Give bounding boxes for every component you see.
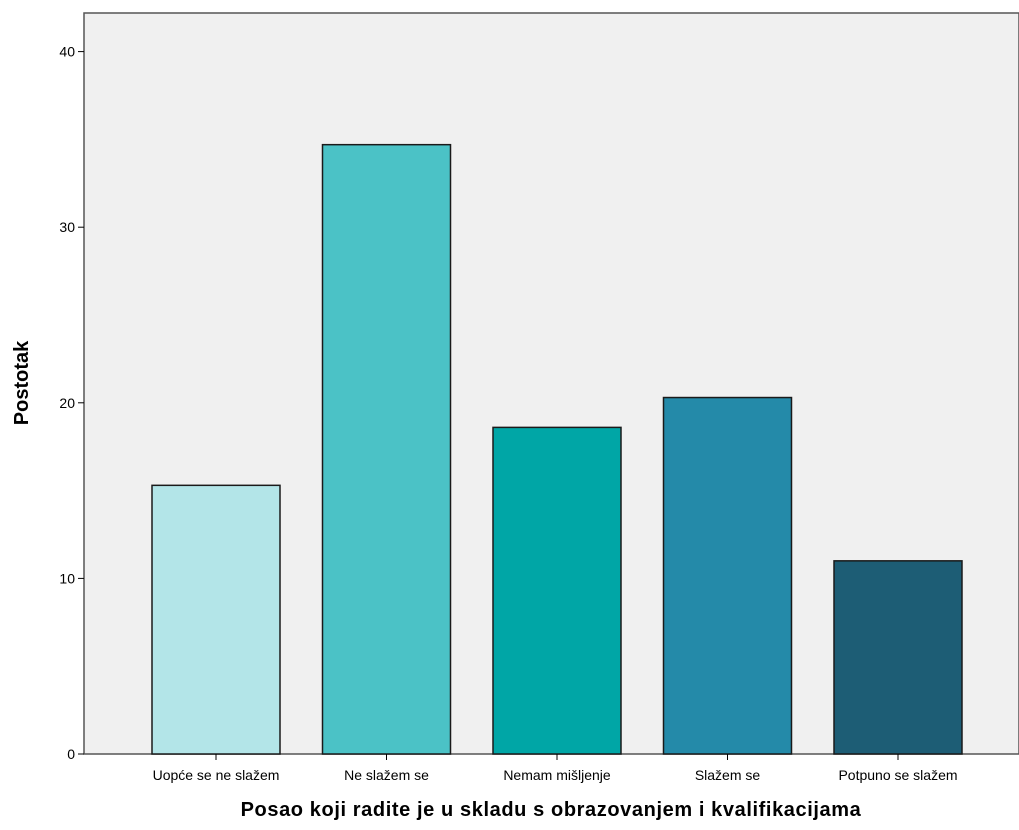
- x-axis: Uopće se ne slažem Ne slažem se Nemam mišl…: [153, 754, 958, 783]
- bars-group: [151, 143, 963, 755]
- bar: [833, 560, 963, 755]
- bar: [492, 426, 622, 755]
- y-tick-label: 40: [59, 44, 75, 60]
- y-axis: 0 10 20 30 40: [59, 44, 84, 762]
- x-axis-title: Posao koji radite je u skladu s obrazova…: [241, 799, 862, 821]
- y-axis-title: Postotak: [11, 340, 33, 425]
- x-tick-label: Slažem se: [695, 767, 761, 783]
- bar: [321, 143, 452, 755]
- x-tick-label: Uopće se ne slažem: [153, 767, 280, 783]
- bar: [151, 484, 281, 755]
- y-tick-label: 20: [59, 395, 75, 411]
- y-tick-label: 10: [59, 570, 75, 586]
- y-tick-label: 0: [67, 746, 75, 762]
- bar: [662, 396, 793, 755]
- x-tick-label: Ne slažem se: [344, 767, 429, 783]
- x-tick-label: Potpuno se slažem: [838, 767, 957, 783]
- x-tick-label: Nemam mišljenje: [503, 767, 611, 783]
- y-tick-label: 30: [59, 219, 75, 235]
